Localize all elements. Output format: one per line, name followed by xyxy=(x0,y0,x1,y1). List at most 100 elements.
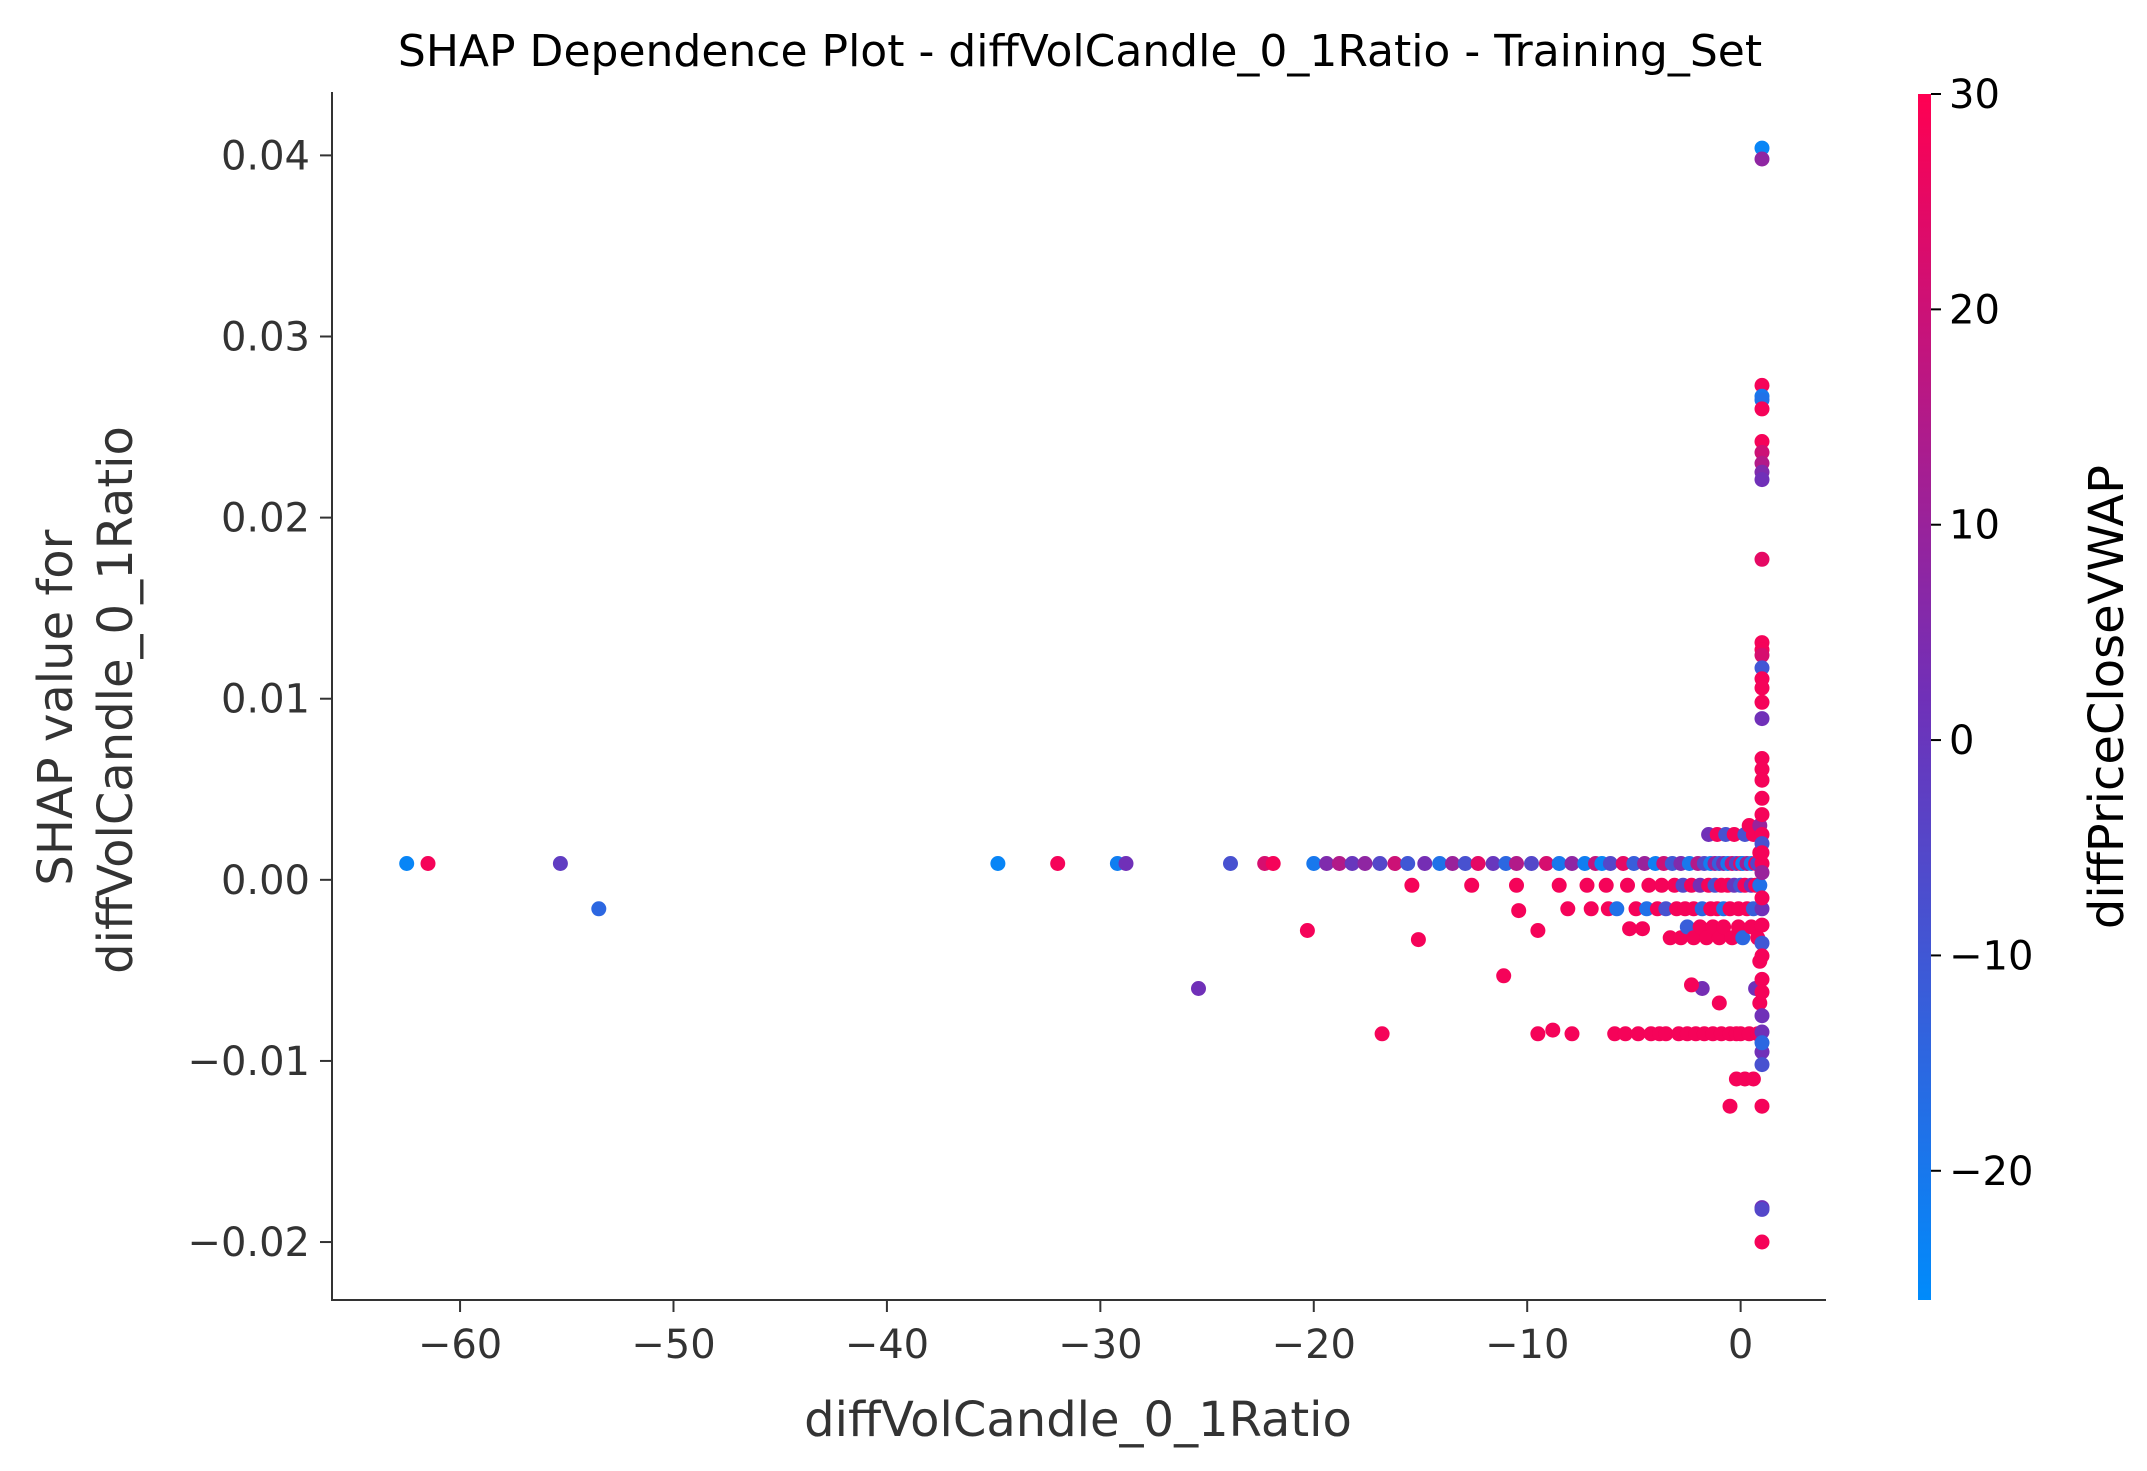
colorbar xyxy=(1918,94,1931,1300)
data-point xyxy=(1630,1026,1646,1042)
data-point xyxy=(1754,711,1770,727)
data-point xyxy=(1530,923,1546,938)
data-point xyxy=(1754,140,1770,156)
data-point xyxy=(1722,1098,1738,1114)
data-point xyxy=(1658,1026,1674,1042)
data-point xyxy=(1754,472,1770,488)
data-point xyxy=(1705,919,1721,935)
chart-title: SHAP Dependence Plot - diffVolCandle_0_1… xyxy=(398,26,1762,77)
colorbar-tick-label: 0 xyxy=(1949,718,1974,764)
data-point xyxy=(1754,660,1770,676)
data-point xyxy=(1530,1026,1546,1042)
colorbar-tick-label: −20 xyxy=(1949,1149,2033,1195)
y-ticks: −0.02 −0.01 0.00 0.01 0.02 0.03 0.04 xyxy=(187,133,332,1266)
data-point xyxy=(1699,930,1714,946)
x-tick-label: −30 xyxy=(1058,1322,1142,1368)
data-point xyxy=(1754,434,1770,449)
data-point xyxy=(1626,856,1642,871)
data-point xyxy=(1754,551,1770,567)
colorbar-ticks: −20 −10 0 10 20 30 xyxy=(1931,72,2033,1195)
data-point xyxy=(1754,151,1770,167)
data-point xyxy=(1609,901,1625,917)
colorbar-tick-label: −10 xyxy=(1949,933,2033,979)
data-point xyxy=(1754,971,1770,987)
data-point xyxy=(1754,1024,1770,1040)
data-point xyxy=(1400,856,1416,871)
y-tick-label: 0.04 xyxy=(221,133,310,179)
data-point xyxy=(1306,856,1322,871)
data-point xyxy=(1754,647,1770,663)
data-point xyxy=(1331,856,1347,871)
data-point xyxy=(420,856,436,871)
data-point xyxy=(1754,1098,1770,1114)
data-point xyxy=(1654,877,1670,893)
data-point xyxy=(1735,930,1751,946)
data-point xyxy=(1545,1022,1561,1038)
data-point xyxy=(1754,901,1770,917)
x-ticks: −60 −50 −40 −30 −20 −10 0 xyxy=(418,1300,1753,1368)
data-point xyxy=(1551,856,1567,871)
data-point xyxy=(1754,377,1770,393)
data-point xyxy=(1641,877,1657,893)
data-point xyxy=(1754,751,1770,766)
data-point xyxy=(1374,1026,1390,1042)
data-point xyxy=(1191,981,1206,996)
data-point xyxy=(1754,401,1770,417)
y-axis-label: SHAP value for diffVolCandle_0_1Ratio xyxy=(28,426,144,974)
data-point xyxy=(1745,1071,1761,1087)
data-point xyxy=(1673,930,1689,946)
x-tick-label: −50 xyxy=(631,1322,715,1368)
data-point xyxy=(1319,856,1335,871)
data-point xyxy=(1602,856,1618,871)
data-point xyxy=(1679,919,1695,935)
data-point xyxy=(1754,917,1770,933)
y-tick-label: −0.02 xyxy=(187,1220,310,1266)
data-point xyxy=(1299,923,1315,938)
y-tick-label: 0.00 xyxy=(221,858,310,904)
data-point xyxy=(591,901,607,917)
data-point xyxy=(1754,1057,1770,1073)
x-tick-label: −40 xyxy=(845,1322,929,1368)
data-point xyxy=(1496,968,1512,984)
colorbar-label: diffPriceCloseVWAP xyxy=(2079,465,2135,929)
data-point xyxy=(1223,856,1238,871)
data-point xyxy=(1404,877,1420,893)
data-point xyxy=(1564,1026,1580,1042)
data-point xyxy=(1684,977,1699,993)
data-point xyxy=(1754,984,1770,1000)
data-point xyxy=(1118,856,1134,871)
data-point xyxy=(1357,856,1373,871)
data-point xyxy=(552,856,568,871)
x-tick-label: 0 xyxy=(1728,1322,1753,1368)
data-point xyxy=(1754,694,1770,710)
x-tick-label: −20 xyxy=(1272,1322,1356,1368)
data-point xyxy=(1754,444,1770,460)
data-point xyxy=(1724,930,1740,946)
data-point xyxy=(1509,877,1524,893)
data-point xyxy=(1622,921,1638,937)
data-point xyxy=(1050,856,1066,871)
data-point xyxy=(1754,772,1770,788)
data-point xyxy=(1372,856,1388,871)
axes xyxy=(331,92,1826,1301)
y-tick-label: 0.03 xyxy=(221,314,310,360)
data-point xyxy=(1509,856,1524,871)
data-point xyxy=(1583,901,1599,917)
data-point xyxy=(1485,856,1501,871)
data-point xyxy=(1752,877,1768,893)
data-point xyxy=(1464,877,1480,893)
y-tick-label: 0.02 xyxy=(221,496,310,542)
data-point xyxy=(1658,901,1674,917)
data-point xyxy=(1564,856,1580,871)
data-point xyxy=(1470,856,1486,871)
data-point xyxy=(1754,680,1770,696)
data-point xyxy=(1754,890,1770,906)
data-point xyxy=(1524,856,1539,871)
y-axis-label-line-2: diffVolCandle_0_1Ratio xyxy=(88,426,144,974)
data-point xyxy=(1726,827,1742,842)
data-point xyxy=(1754,761,1770,777)
x-axis-label: diffVolCandle_0_1Ratio xyxy=(804,1392,1352,1448)
data-point xyxy=(1754,1035,1770,1051)
data-point xyxy=(1617,1026,1633,1042)
